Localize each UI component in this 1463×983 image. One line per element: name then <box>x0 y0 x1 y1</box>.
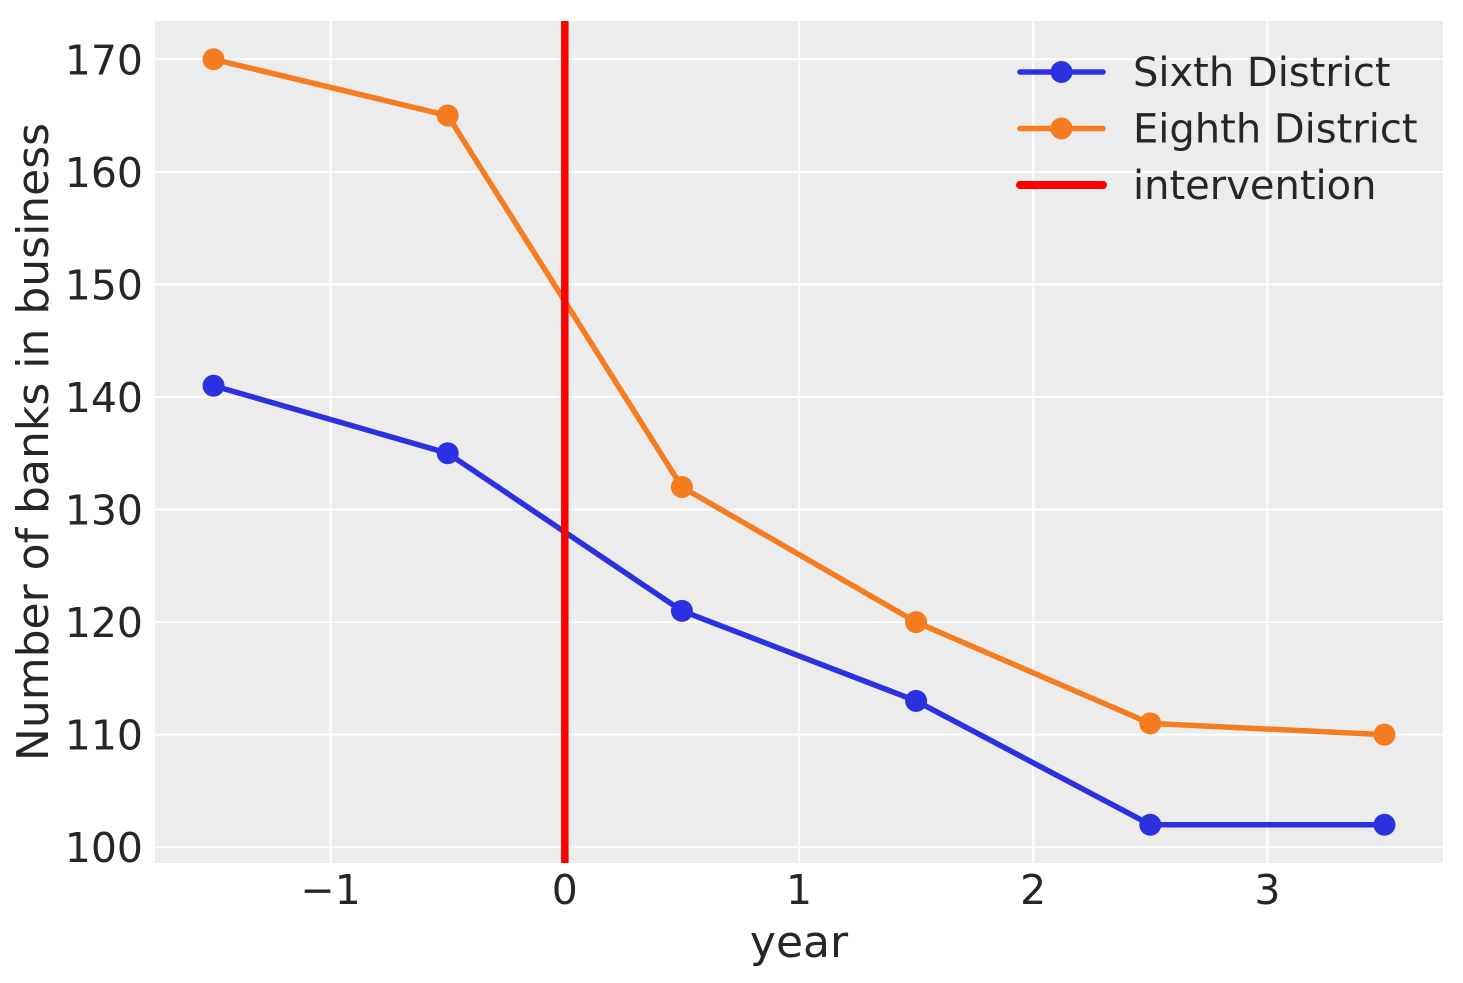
data-point-eighth-district <box>1139 712 1162 735</box>
legend-marker-eighth-district-icon <box>1050 117 1073 140</box>
data-point-sixth-district <box>905 689 928 712</box>
y-tick-label: 130 <box>65 487 143 535</box>
data-point-eighth-district <box>670 476 693 499</box>
data-point-eighth-district <box>1373 723 1396 746</box>
x-tick-label: 0 <box>552 866 578 914</box>
x-tick-label: 1 <box>786 866 812 914</box>
y-tick-label: 110 <box>65 712 143 760</box>
legend-item-eighth-district: Eighth District <box>1017 107 1418 153</box>
x-axis-title: year <box>750 917 849 968</box>
legend-item-sixth-district: Sixth District <box>1017 50 1391 96</box>
legend: Sixth District Eighth District interventio… <box>1016 50 1418 209</box>
y-tick-label: 100 <box>65 824 143 872</box>
y-tick-label: 170 <box>65 36 143 84</box>
legend-label: Eighth District <box>1133 107 1418 153</box>
data-point-sixth-district <box>1373 813 1396 836</box>
y-tick-label: 160 <box>65 149 143 197</box>
x-tick-label: 2 <box>1020 866 1046 914</box>
data-point-eighth-district <box>202 48 225 71</box>
legend-marker-sixth-district-icon <box>1050 61 1073 83</box>
x-tick-label: −1 <box>300 866 360 914</box>
x-tick-label: 3 <box>1254 866 1280 914</box>
data-point-sixth-district <box>1139 813 1162 836</box>
y-tick-label: 150 <box>65 261 143 309</box>
series-line-sixth-district <box>210 382 1388 828</box>
data-point-sixth-district <box>202 374 225 397</box>
data-point-sixth-district <box>670 599 693 622</box>
tick-layer: −1 0 1 2 3 100 110 120 130 140 150 160 170 <box>65 36 1281 914</box>
data-point-eighth-district <box>436 104 459 127</box>
plot-layer <box>155 21 1443 863</box>
legend-item-intervention: intervention <box>1016 163 1376 209</box>
legend-label: intervention <box>1133 163 1376 209</box>
data-point-sixth-district <box>436 442 459 465</box>
series-line-eighth-district <box>210 56 1388 738</box>
y-tick-label: 120 <box>65 599 143 647</box>
y-axis-title: Number of banks in business <box>8 123 59 761</box>
legend-label: Sixth District <box>1133 50 1391 96</box>
data-point-eighth-district <box>905 611 928 634</box>
y-tick-label: 140 <box>65 374 143 422</box>
